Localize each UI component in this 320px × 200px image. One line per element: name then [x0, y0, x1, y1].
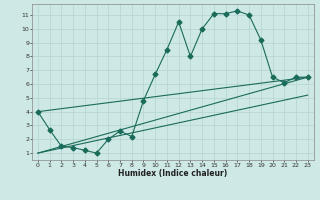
- X-axis label: Humidex (Indice chaleur): Humidex (Indice chaleur): [118, 169, 228, 178]
